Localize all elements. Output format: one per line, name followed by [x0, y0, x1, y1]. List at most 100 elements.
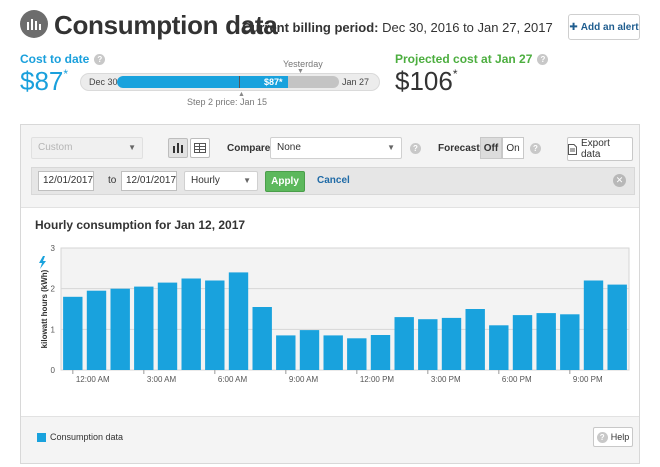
progress-start-date: Dec 30 [89, 77, 118, 87]
header: Consumption data Current billing period:… [20, 10, 640, 44]
table-icon [194, 143, 206, 153]
plus-icon: ✚ [569, 21, 578, 33]
bar [205, 280, 225, 370]
export-label: Export data [580, 138, 610, 160]
compare-select-value: None [277, 142, 301, 153]
chart-legend[interactable]: Consumption data [37, 432, 123, 442]
bar [86, 290, 107, 370]
forecast-off-toggle[interactable]: Off [480, 137, 502, 159]
range-select-value: Custom [38, 142, 73, 153]
billing-period: Current billing period: Dec 30, 2016 to … [242, 20, 553, 35]
plot-background [60, 247, 630, 371]
bar [441, 317, 462, 370]
chart-title: Hourly consumption for Jan 12, 2017 [35, 218, 246, 232]
bar [157, 282, 178, 370]
add-alert-button[interactable]: ✚ Add an alert [568, 14, 640, 40]
lightning-icon [39, 256, 46, 269]
bar [299, 330, 320, 370]
bar [583, 280, 604, 370]
help-question-icon[interactable]: ? [410, 143, 421, 154]
bar-chart-icon [27, 19, 41, 30]
bar [607, 284, 627, 370]
start-date-input[interactable]: 12/01/2017 [38, 171, 94, 191]
projected-cost-label: Projected cost at Jan 27? [395, 52, 549, 66]
interval-select[interactable]: Hourly ▼ [184, 171, 258, 191]
projected-asterisk: * [452, 67, 458, 81]
add-alert-label: Add an alert [580, 21, 639, 33]
bar [181, 278, 201, 370]
step-price-label: Step 2 price: Jan 15 [187, 97, 268, 107]
help-question-icon[interactable]: ? [94, 54, 106, 65]
y-tick-label: 1 [51, 325, 56, 334]
help-label: Help [610, 432, 630, 442]
x-tick-label: 12:00 AM [76, 375, 110, 384]
cancel-link[interactable]: Cancel [317, 175, 350, 186]
chevron-down-icon: ▼ [387, 143, 395, 152]
legend-label: Consumption data [50, 432, 124, 442]
bar [489, 325, 509, 370]
chevron-down-icon: ▼ [128, 143, 136, 152]
table-view-button[interactable] [190, 138, 210, 158]
bar [560, 314, 580, 370]
help-question-icon: ? [596, 431, 608, 443]
export-data-button[interactable]: Export data [567, 137, 633, 161]
bar [370, 335, 391, 370]
consumption-panel: Custom ▼ Compare None ▼ ? Forecast Off O… [20, 124, 640, 464]
close-icon[interactable]: ✕ [613, 174, 626, 187]
interval-select-value: Hourly [191, 175, 220, 186]
projected-value-text: $106 [395, 66, 453, 96]
x-tick-label: 6:00 AM [218, 375, 248, 384]
bar [134, 286, 154, 370]
x-tick-label: 3:00 PM [431, 375, 461, 384]
help-question-icon[interactable]: ? [530, 143, 541, 154]
x-tick-label: 9:00 PM [573, 375, 603, 384]
step-marker [239, 76, 240, 88]
x-tick-label: 12:00 PM [360, 375, 395, 384]
progress-end-date: Jan 27 [341, 77, 369, 87]
cost-to-date-text: Cost to date [20, 52, 90, 66]
y-tick-label: 3 [51, 244, 56, 253]
forecast-on-toggle[interactable]: On [502, 137, 524, 159]
x-tick-label: 6:00 PM [502, 375, 532, 384]
to-label: to [108, 175, 117, 186]
projected-cost-value: $106* [395, 66, 458, 97]
cost-asterisk: * [63, 67, 69, 81]
bar [63, 296, 83, 370]
down-arrow-icon: ▼ [297, 68, 304, 75]
projected-cost-text: Projected cost at Jan 27 [395, 52, 533, 66]
bar [323, 335, 343, 370]
end-date-input[interactable]: 12/01/2017 [121, 171, 177, 191]
y-tick-label: 2 [51, 285, 56, 294]
chevron-down-icon: ▼ [243, 176, 251, 185]
bar [228, 272, 249, 370]
bar [512, 315, 533, 370]
range-select[interactable]: Custom ▼ [31, 137, 143, 159]
y-axis-label: kilowatt hours (kWh) [40, 269, 49, 348]
date-range-bar: 12/01/2017 to 12/01/2017 Hourly ▼ Apply … [31, 167, 635, 195]
cost-to-date-value: $87* [20, 66, 68, 97]
progress-fill [117, 76, 288, 88]
yesterday-label: Yesterday [283, 59, 323, 69]
consumption-chart: 0 1 2 3 kilowatt hours (kWh) 12:00 AM 3:00 AM 6… [39, 244, 630, 384]
help-button[interactable]: ? Help [593, 427, 633, 447]
y-tick-label: 0 [51, 366, 56, 375]
cost-to-date-label: Cost to date? [20, 52, 106, 66]
x-tick-label: 9:00 AM [289, 375, 319, 384]
up-arrow-icon: ▲ [238, 91, 245, 98]
progress-track: $87* [117, 76, 339, 88]
bar-chart-icon [173, 143, 183, 153]
help-question-icon[interactable]: ? [537, 54, 549, 65]
bar [418, 319, 438, 370]
progress-value: $87* [264, 77, 283, 87]
apply-button[interactable]: Apply [265, 171, 305, 192]
cost-value-text: $87 [20, 66, 64, 96]
document-icon [568, 143, 577, 155]
bar [394, 317, 414, 370]
compare-select[interactable]: None ▼ [270, 137, 402, 159]
forecast-label: Forecast [438, 143, 480, 154]
bar [347, 338, 367, 370]
chart-toolbar: Custom ▼ Compare None ▼ ? Forecast Off O… [21, 125, 639, 169]
legend-swatch [37, 432, 46, 442]
bar-view-button[interactable] [168, 138, 188, 158]
bar [252, 307, 272, 370]
